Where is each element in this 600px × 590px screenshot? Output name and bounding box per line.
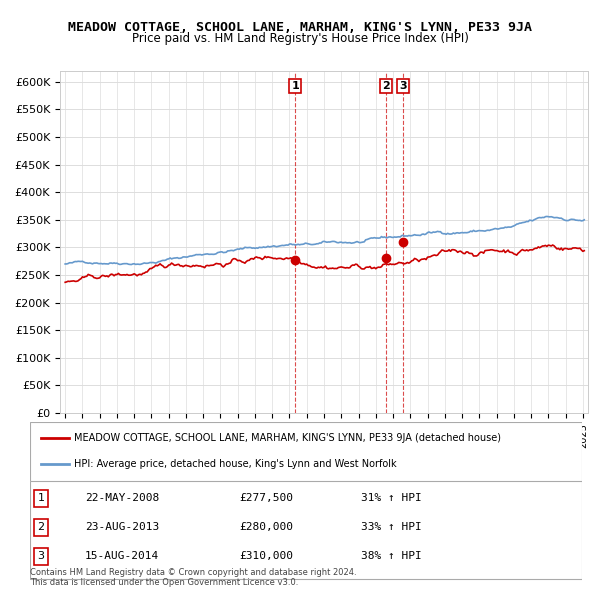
Text: 1: 1 bbox=[292, 81, 299, 91]
Text: 2: 2 bbox=[37, 522, 44, 532]
Text: 33% ↑ HPI: 33% ↑ HPI bbox=[361, 522, 422, 532]
Text: 3: 3 bbox=[399, 81, 407, 91]
Text: 23-AUG-2013: 23-AUG-2013 bbox=[85, 522, 160, 532]
Text: 31% ↑ HPI: 31% ↑ HPI bbox=[361, 493, 422, 503]
Text: Contains HM Land Registry data © Crown copyright and database right 2024.
This d: Contains HM Land Registry data © Crown c… bbox=[30, 568, 356, 587]
Text: 22-MAY-2008: 22-MAY-2008 bbox=[85, 493, 160, 503]
FancyBboxPatch shape bbox=[30, 481, 582, 579]
Text: 3: 3 bbox=[38, 551, 44, 561]
Text: 15-AUG-2014: 15-AUG-2014 bbox=[85, 551, 160, 561]
Text: 1: 1 bbox=[38, 493, 44, 503]
Text: MEADOW COTTAGE, SCHOOL LANE, MARHAM, KING'S LYNN, PE33 9JA: MEADOW COTTAGE, SCHOOL LANE, MARHAM, KIN… bbox=[68, 21, 532, 34]
Text: £310,000: £310,000 bbox=[240, 551, 294, 561]
Text: £277,500: £277,500 bbox=[240, 493, 294, 503]
Text: £280,000: £280,000 bbox=[240, 522, 294, 532]
Text: MEADOW COTTAGE, SCHOOL LANE, MARHAM, KING'S LYNN, PE33 9JA (detached house): MEADOW COTTAGE, SCHOOL LANE, MARHAM, KIN… bbox=[74, 434, 501, 443]
FancyBboxPatch shape bbox=[30, 422, 582, 481]
Text: 38% ↑ HPI: 38% ↑ HPI bbox=[361, 551, 422, 561]
Text: 2: 2 bbox=[382, 81, 390, 91]
Text: HPI: Average price, detached house, King's Lynn and West Norfolk: HPI: Average price, detached house, King… bbox=[74, 460, 397, 469]
Text: Price paid vs. HM Land Registry's House Price Index (HPI): Price paid vs. HM Land Registry's House … bbox=[131, 32, 469, 45]
